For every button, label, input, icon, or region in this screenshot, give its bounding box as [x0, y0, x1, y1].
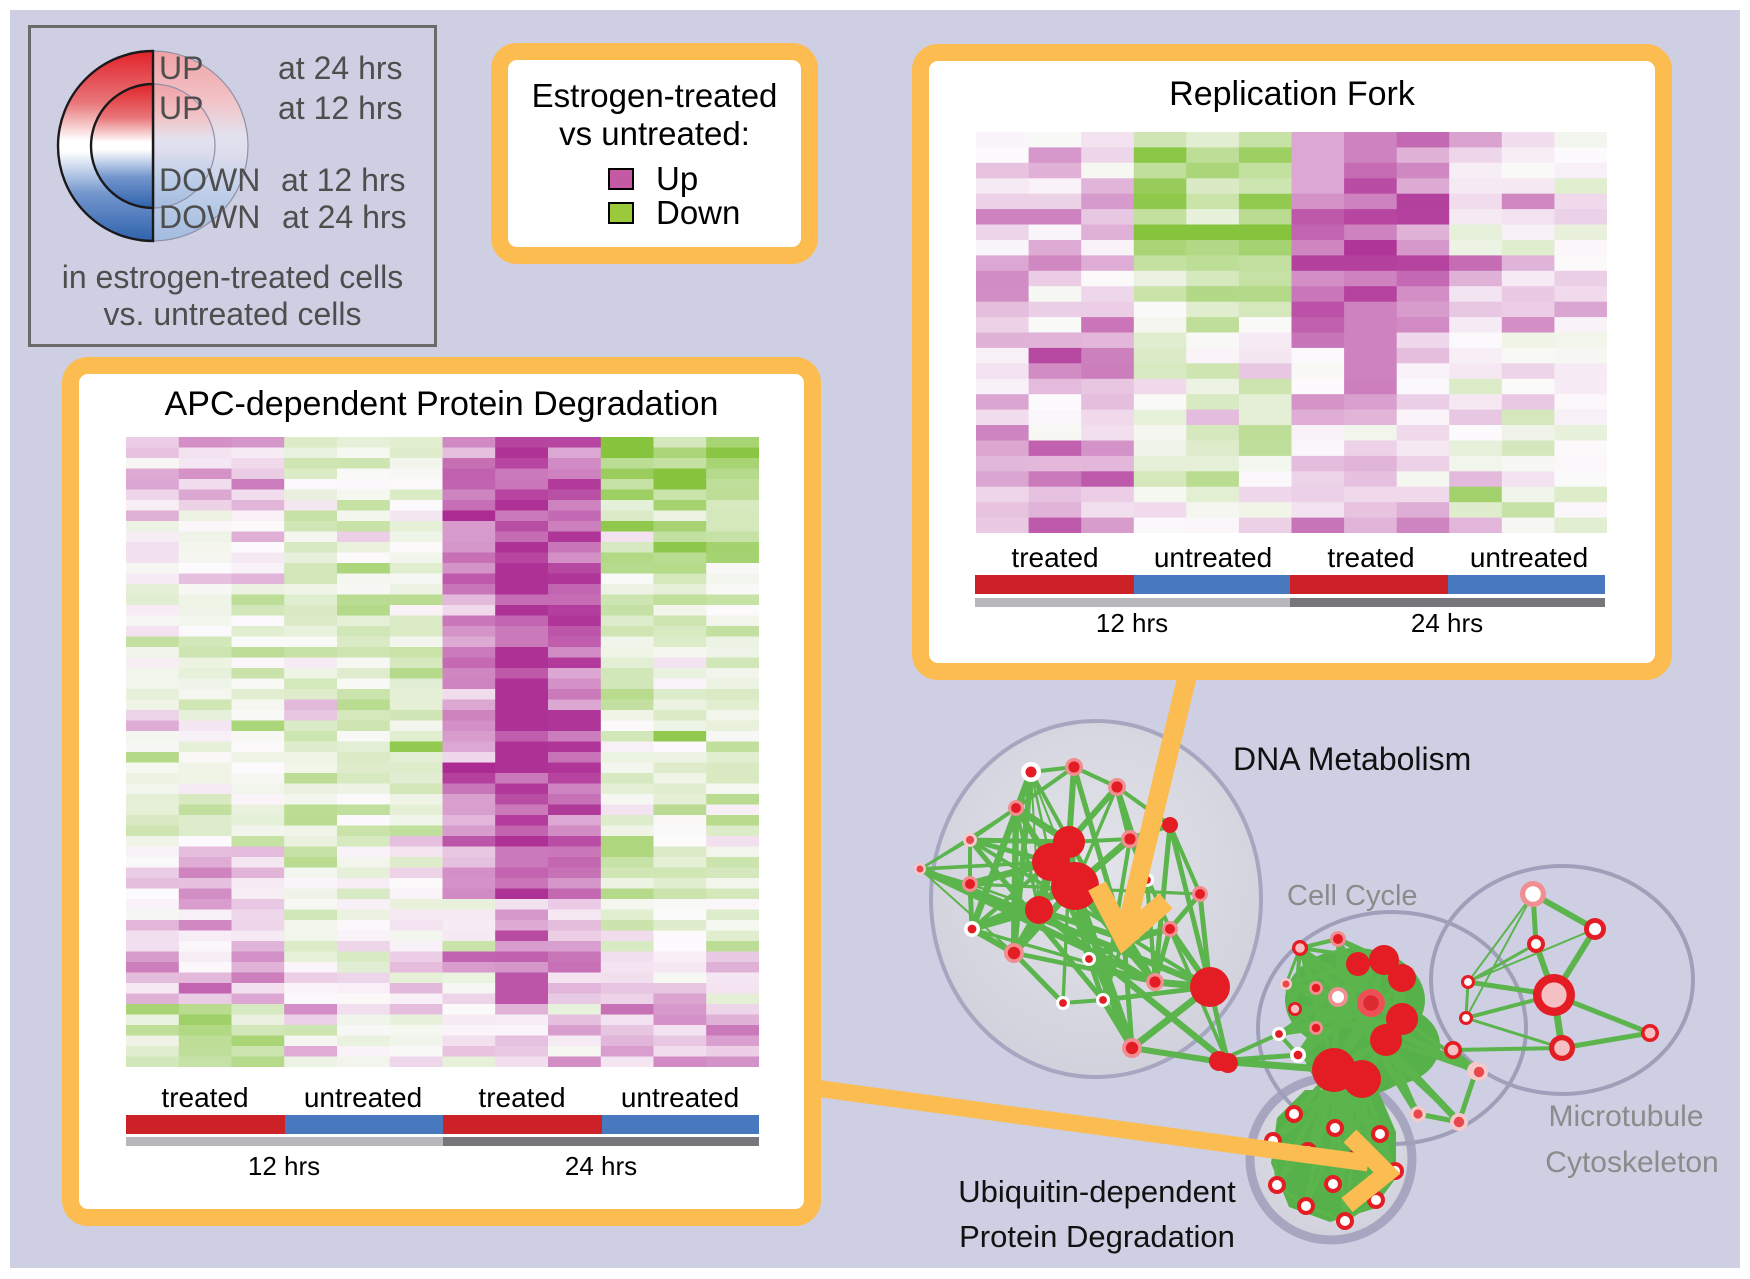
svg-text:Ubiquitin-dependent: Ubiquitin-dependent [958, 1174, 1236, 1209]
svg-text:Cytoskeleton: Cytoskeleton [1545, 1146, 1718, 1179]
svg-text:Microtubule: Microtubule [1548, 1100, 1703, 1133]
svg-text:Cell Cycle: Cell Cycle [1287, 880, 1418, 912]
svg-text:DNA Metabolism: DNA Metabolism [1233, 741, 1471, 777]
svg-text:Protein Degradation: Protein Degradation [959, 1219, 1235, 1254]
